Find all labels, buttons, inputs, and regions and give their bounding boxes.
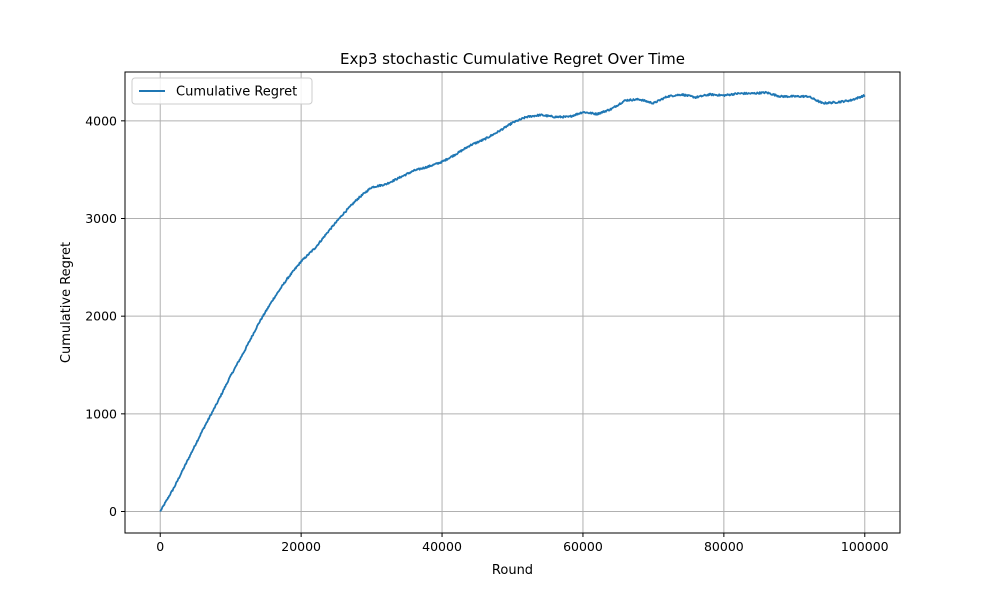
x-axis-label: Round <box>492 563 533 578</box>
x-tick-label: 20000 <box>281 539 321 554</box>
series-line-cumulative-regret <box>159 90 866 512</box>
legend: Cumulative Regret <box>131 77 313 105</box>
x-tick-label: 40000 <box>422 539 462 554</box>
x-tick-label: 80000 <box>704 539 744 554</box>
legend-label: Cumulative Regret <box>176 85 297 100</box>
series-layer <box>159 90 866 512</box>
y-tick-label: 0 <box>109 504 117 519</box>
y-tick-label: 3000 <box>85 211 117 226</box>
y-tick-label: 1000 <box>85 406 117 421</box>
y-axis-label: Cumulative Regret <box>59 242 74 363</box>
x-tick-label: 60000 <box>563 539 603 554</box>
chart-title: Exp3 stochastic Cumulative Regret Over T… <box>340 50 685 68</box>
x-axis-ticks: 0 20000 40000 60000 80000 100000 <box>156 533 889 554</box>
plot-frame <box>124 71 901 534</box>
grid <box>125 72 900 533</box>
y-axis-ticks: 0 1000 2000 3000 4000 <box>85 113 125 519</box>
legend-box <box>131 77 313 105</box>
y-tick-label: 2000 <box>85 309 117 324</box>
y-tick-label: 4000 <box>85 113 117 128</box>
x-tick-label: 0 <box>156 539 164 554</box>
x-tick-label: 100000 <box>841 539 889 554</box>
